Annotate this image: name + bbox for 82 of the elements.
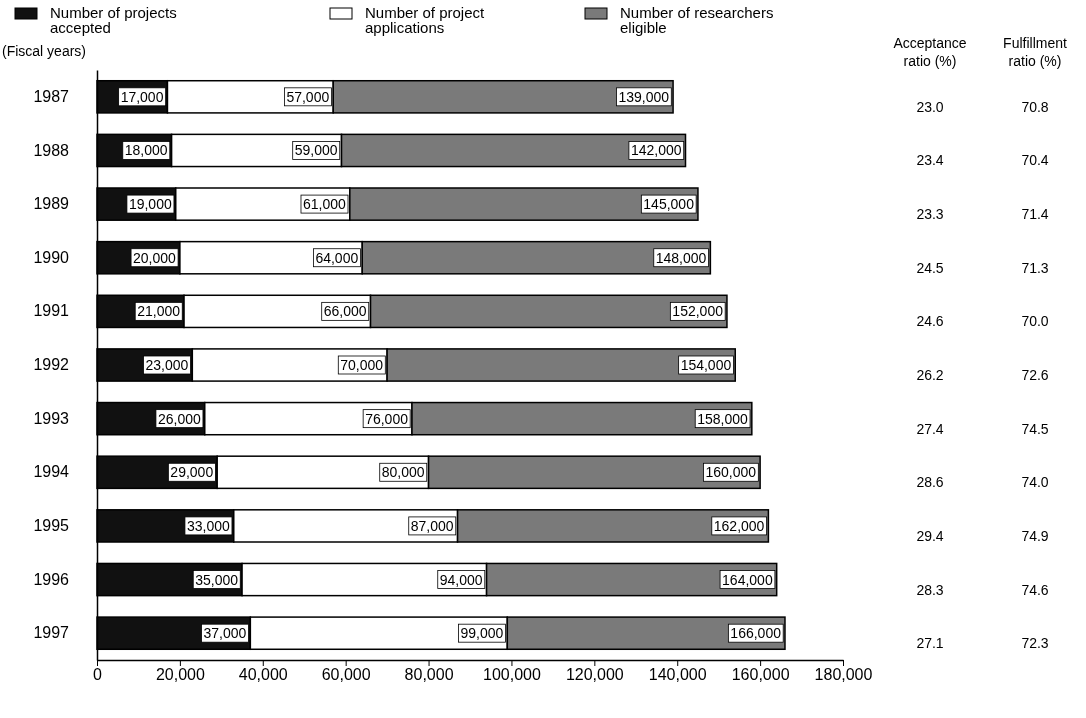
text: 70.4 xyxy=(1021,152,1049,169)
x-tick-label: 40,000 xyxy=(238,666,288,684)
text: 29.4 xyxy=(916,527,944,544)
text: 23.3 xyxy=(916,206,944,223)
y-tick-label: 1991 xyxy=(33,302,70,320)
y-tick-label: 1994 xyxy=(33,463,70,481)
x-tick-label: 60,000 xyxy=(321,666,371,684)
data-label: 37,000 xyxy=(203,625,247,642)
data-label: 23,000 xyxy=(145,357,189,373)
x-tick-label: 0 xyxy=(93,666,103,684)
text: 74.5 xyxy=(1021,420,1049,437)
text: Fulfillment ratio (%) xyxy=(1003,35,1067,69)
annotation: 70,000 xyxy=(340,357,384,373)
x-tick-label: 180,000 xyxy=(814,666,873,684)
data-label: 20,000 xyxy=(133,249,177,266)
y-tick-label: 1997 xyxy=(33,624,70,642)
annotation: 145,000 xyxy=(643,196,695,213)
text: 28.3 xyxy=(916,581,944,598)
annotation: 154,000 xyxy=(680,357,732,373)
legend-label: Number of project applications xyxy=(365,4,486,36)
annotation: 158,000 xyxy=(697,410,749,427)
y-tick-label: 1995 xyxy=(33,517,70,535)
y-tick-label: 1992 xyxy=(33,356,70,374)
annotation: 160,000 xyxy=(705,464,757,481)
text: Acceptance ratio (%) xyxy=(893,35,967,69)
annotation: 152,000 xyxy=(672,303,724,320)
text: 70.8 xyxy=(1021,98,1049,115)
y-tick-label: 1987 xyxy=(33,87,70,105)
annotation: 142,000 xyxy=(630,142,682,159)
x-tick-label: 20,000 xyxy=(155,666,205,684)
annotation: 76,000 xyxy=(365,410,409,427)
text: 24.5 xyxy=(916,259,944,276)
annotation: 87,000 xyxy=(410,517,454,534)
annotation: 164,000 xyxy=(722,571,773,588)
text: 23.0 xyxy=(916,98,944,115)
annotation: 99,000 xyxy=(460,625,504,642)
legend-label: Number of projects accepted xyxy=(50,4,177,36)
y-tick-label: 1996 xyxy=(33,570,70,588)
text: 72.3 xyxy=(1021,635,1049,652)
annotation: 166,000 xyxy=(730,625,782,642)
annotation: 64,000 xyxy=(315,249,359,266)
data-label: 26,000 xyxy=(157,410,201,427)
annotation: 61,000 xyxy=(302,196,347,213)
annotation: 57,000 xyxy=(286,88,330,105)
text: 24.6 xyxy=(916,313,944,330)
text: 71.4 xyxy=(1021,206,1049,223)
annotation: 59,000 xyxy=(294,142,338,159)
text: 74.9 xyxy=(1021,527,1049,544)
annotation: 162,000 xyxy=(713,517,765,534)
y-tick-label: 1988 xyxy=(33,141,70,159)
text: 71.3 xyxy=(1021,259,1049,276)
annotation: 80,000 xyxy=(381,464,425,481)
text: 23.4 xyxy=(916,152,944,169)
legend-label: Number of researchers eligible xyxy=(620,4,774,36)
text: 27.4 xyxy=(916,420,944,437)
data-label: 35,000 xyxy=(195,571,239,588)
text: 27.1 xyxy=(916,635,944,652)
y-tick-label: 1989 xyxy=(33,195,70,213)
text: 70.0 xyxy=(1021,313,1049,330)
text: 74.6 xyxy=(1021,581,1049,598)
annotation: 148,000 xyxy=(655,249,707,266)
data-label: 33,000 xyxy=(186,517,230,534)
x-tick-label: 120,000 xyxy=(565,666,624,684)
y-tick-label: 1990 xyxy=(33,248,70,266)
data-label: 17,000 xyxy=(120,88,164,105)
text: 74.0 xyxy=(1021,474,1049,491)
data-label: 29,000 xyxy=(170,464,214,481)
x-tick-label: 100,000 xyxy=(483,666,541,684)
x-tick-label: 80,000 xyxy=(404,666,454,684)
annotation: 94,000 xyxy=(439,571,483,588)
data-label: 21,000 xyxy=(137,303,181,320)
text: 26.2 xyxy=(916,367,944,383)
text: 28.6 xyxy=(916,474,944,491)
annotation: 139,000 xyxy=(618,88,670,105)
text: (Fiscal years) xyxy=(2,43,87,59)
text: 72.6 xyxy=(1021,367,1049,383)
annotation: 66,000 xyxy=(323,303,367,320)
data-label: 18,000 xyxy=(124,142,168,159)
x-tick-label: 160,000 xyxy=(731,666,790,684)
data-label: 19,000 xyxy=(128,196,172,213)
y-tick-label: 1993 xyxy=(33,409,70,427)
x-tick-label: 140,000 xyxy=(648,666,707,684)
